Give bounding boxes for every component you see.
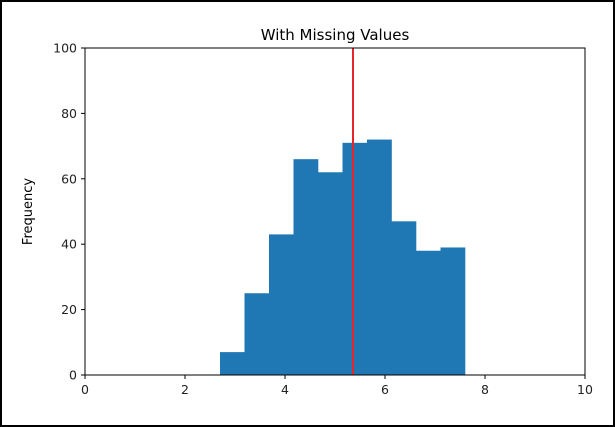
histogram-bar-8 [391, 221, 417, 375]
chart-title: With Missing Values [261, 26, 410, 44]
histogram-bar-1 [220, 352, 245, 375]
x-tick-label: 4 [281, 382, 289, 397]
histogram-bar-7 [367, 139, 392, 375]
histogram-bar-10 [440, 247, 466, 375]
y-tick-label: 100 [53, 41, 77, 56]
plot-area-frame [84, 47, 586, 376]
y-tick-label: 60 [61, 171, 77, 186]
histogram-bar-2 [244, 293, 270, 375]
x-tick-label: 10 [577, 382, 593, 397]
histogram-bar-5 [318, 172, 343, 375]
histogram-bars [220, 139, 466, 375]
histogram-bar-3 [269, 234, 294, 375]
histogram-bar-9 [416, 250, 441, 375]
y-tick-label: 0 [69, 368, 77, 383]
x-tick-label: 2 [181, 382, 189, 397]
x-axis-ticks: 0 2 4 6 8 10 [81, 375, 593, 397]
x-tick-label: 0 [81, 382, 89, 397]
y-tick-label: 80 [61, 106, 77, 121]
y-axis-label: Frequency [21, 178, 36, 245]
histogram-bar-6 [342, 142, 368, 375]
y-tick-label: 20 [61, 302, 77, 317]
x-tick-label: 8 [481, 382, 489, 397]
histogram-bar-4 [293, 159, 319, 375]
y-tick-label: 40 [61, 237, 77, 252]
x-tick-label: 6 [381, 382, 389, 397]
y-axis-ticks: 0 20 40 60 80 100 [53, 41, 85, 383]
